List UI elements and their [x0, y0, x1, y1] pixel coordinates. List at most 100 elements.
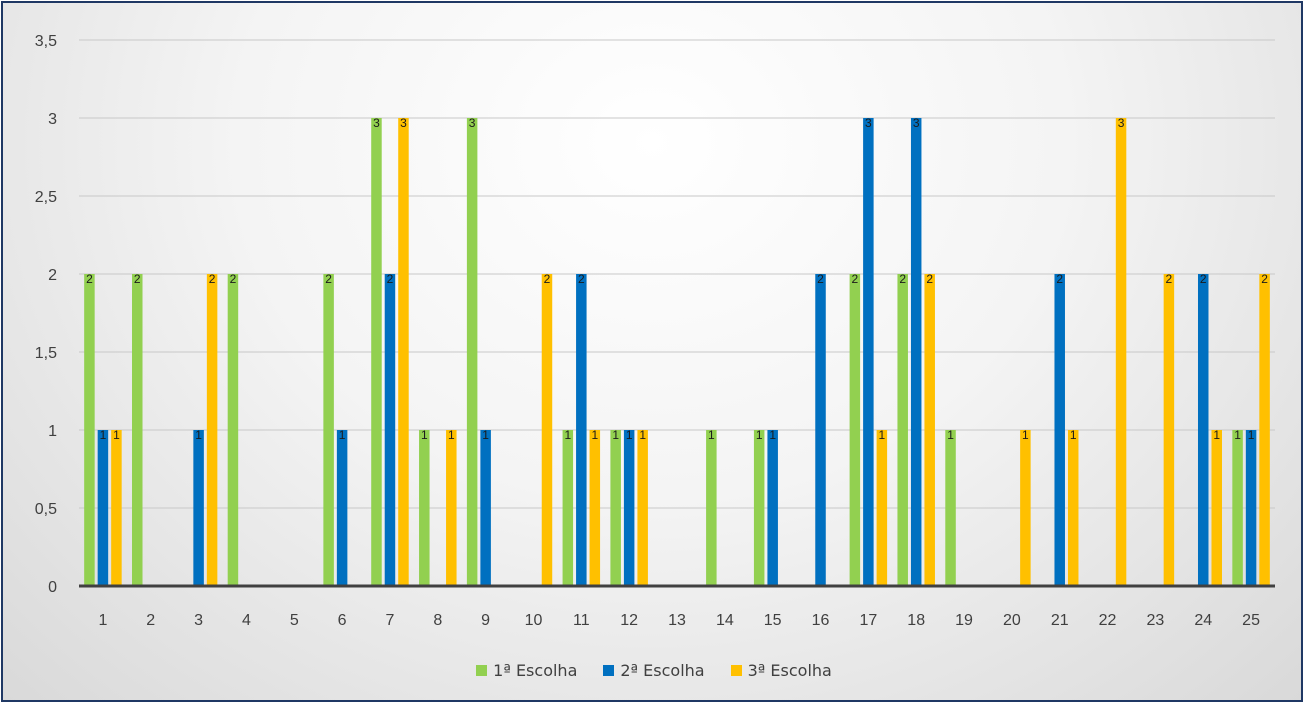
data-label: 1 — [591, 428, 598, 442]
data-label: 3 — [865, 116, 872, 130]
bar — [1197, 274, 1209, 586]
legend-item: 3ª Escolha — [730, 660, 832, 680]
bar — [1067, 430, 1079, 586]
data-label: 1 — [769, 428, 776, 442]
bar — [767, 430, 778, 586]
x-tick-label: 24 — [1194, 612, 1212, 629]
bar — [419, 430, 430, 586]
bar — [384, 274, 396, 586]
legend: 1ª Escolha 2ª Escolha 3ª Escolha — [3, 658, 1305, 682]
bar — [876, 430, 888, 586]
data-label: 1 — [1248, 428, 1255, 442]
legend-item: 1ª Escolha — [476, 661, 577, 680]
x-tick-label: 23 — [1147, 612, 1165, 629]
x-tick-label: 13 — [668, 612, 686, 629]
data-label: 2 — [899, 272, 906, 286]
bar — [206, 274, 218, 586]
x-tick-label: 16 — [812, 612, 830, 629]
bar — [97, 430, 109, 586]
bar — [336, 430, 348, 586]
x-tick-label: 18 — [907, 612, 925, 629]
x-tick-label: 17 — [859, 612, 877, 629]
x-tick-label: 9 — [481, 612, 490, 629]
data-label: 2 — [86, 272, 93, 286]
bar — [562, 430, 574, 586]
x-tick-label: 2 — [146, 612, 155, 629]
data-label: 3 — [913, 116, 920, 130]
bar — [480, 430, 491, 586]
data-label: 1 — [1070, 428, 1077, 442]
x-tick-label: 12 — [620, 612, 638, 629]
x-tick-label: 21 — [1051, 612, 1069, 629]
data-label: 2 — [578, 272, 585, 286]
bar — [863, 118, 874, 586]
x-tick-label: 8 — [433, 612, 442, 629]
data-label: 1 — [612, 428, 619, 442]
bar — [446, 430, 457, 586]
x-tick-label: 22 — [1099, 612, 1117, 629]
bar — [398, 118, 409, 586]
bar — [1115, 118, 1127, 586]
y-tick-label: 1,5 — [35, 345, 57, 362]
axes: 00,511,522,533,51 2 3 4 5 6 7 8 9 10 11 12 13 14 15 16 1… — [35, 33, 1275, 629]
x-tick-label: 4 — [242, 612, 251, 629]
data-label: 1 — [947, 428, 954, 442]
data-label: 2 — [544, 272, 551, 286]
bar — [132, 274, 143, 586]
data-label: 2 — [134, 272, 141, 286]
bar — [84, 274, 95, 586]
data-label: 1 — [100, 428, 107, 442]
bar — [945, 430, 956, 586]
bar — [227, 274, 239, 586]
legend-label: 1ª Escolha — [493, 660, 578, 680]
y-tick-label: 2,5 — [35, 189, 57, 206]
bar — [193, 430, 204, 586]
x-tick-label: 14 — [716, 612, 734, 629]
y-tick-label: 0 — [48, 579, 57, 596]
bar — [924, 274, 935, 586]
data-label: 2 — [852, 272, 859, 286]
data-label: 2 — [325, 272, 332, 286]
bar — [1163, 274, 1175, 586]
legend-label: 2ª Escolha — [620, 660, 705, 680]
data-label: 2 — [387, 272, 394, 286]
data-label: 3 — [400, 116, 407, 130]
data-label: 1 — [1022, 428, 1029, 442]
data-label: 2 — [926, 272, 933, 286]
data-label: 1 — [626, 428, 633, 442]
bar — [623, 430, 635, 586]
data-label: 2 — [817, 272, 824, 286]
bar — [1232, 430, 1243, 586]
x-tick-label: 3 — [194, 612, 203, 629]
bar — [849, 274, 861, 586]
data-label: 2 — [230, 272, 237, 286]
bar — [637, 430, 648, 586]
x-tick-label: 5 — [290, 612, 299, 629]
bar — [371, 118, 382, 586]
data-label: 3 — [469, 116, 476, 130]
legend-swatch — [603, 664, 615, 676]
bar — [1245, 430, 1257, 586]
y-tick-label: 2 — [48, 267, 57, 284]
bar — [466, 118, 478, 586]
bar — [541, 274, 553, 586]
y-tick-label: 3 — [48, 111, 57, 128]
data-label: 1 — [113, 428, 120, 442]
data-label: 2 — [1200, 272, 1207, 286]
legend-swatch — [730, 664, 742, 676]
x-tick-label: 25 — [1242, 612, 1260, 629]
x-tick-label: 6 — [338, 612, 347, 629]
data-label: 1 — [195, 428, 202, 442]
data-label: 1 — [448, 428, 455, 442]
data-label: 1 — [421, 428, 428, 442]
legend-label: 3ª Escolha — [747, 660, 832, 680]
x-tick-label: 15 — [764, 612, 782, 629]
y-tick-label: 3,5 — [35, 33, 57, 50]
bar — [111, 430, 122, 586]
legend-item: 2ª Escolha — [603, 660, 705, 680]
bar — [1020, 430, 1031, 586]
bar — [1259, 274, 1270, 586]
